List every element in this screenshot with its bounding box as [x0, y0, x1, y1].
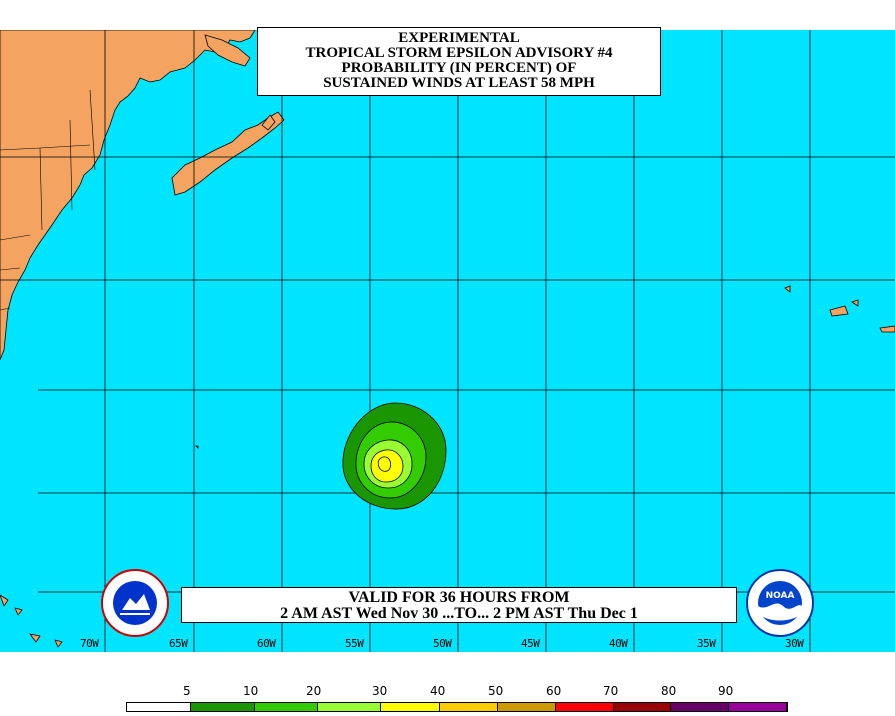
legend-swatch: [318, 703, 381, 711]
lat-lon-grid: [0, 30, 895, 652]
legend-swatch: [556, 703, 614, 711]
legend-value-40: 40: [430, 684, 446, 698]
contour-center: [377, 456, 391, 472]
lon-label-55w: 55W: [345, 637, 364, 650]
legend-value-80: 80: [661, 684, 677, 698]
title-line-4: SUSTAINED WINDS AT LEAST 58 MPH: [323, 75, 595, 91]
map-canvas: [0, 30, 895, 652]
title-line-3: PROBABILITY (IN PERCENT) OF: [341, 60, 577, 76]
lon-label-65w: 65W: [169, 637, 188, 650]
legend-swatch: [729, 703, 787, 711]
svg-text:NOAA: NOAA: [766, 591, 795, 601]
probability-contours: [342, 402, 447, 510]
land-newfoundland: [204, 34, 251, 67]
legend-value-10: 10: [243, 684, 259, 698]
land-nova-scotia: [171, 111, 285, 196]
title-box: EXPERIMENTAL TROPICAL STORM EPSILON ADVI…: [257, 27, 661, 96]
land-azores: [784, 285, 895, 333]
legend-color-bar: [126, 702, 788, 712]
legend-swatch: [127, 703, 191, 711]
title-line-2: TROPICAL STORM EPSILON ADVISORY #4: [305, 45, 613, 61]
legend-swatch: [255, 703, 318, 711]
valid-line-2: 2 AM AST Wed Nov 30 ...TO... 2 PM AST Th…: [280, 605, 638, 622]
legend-swatch: [381, 703, 440, 711]
legend-swatch: [671, 703, 729, 711]
land-caribbean: [0, 445, 199, 648]
nws-logo-icon: [100, 568, 170, 638]
lon-label-70w: 70W: [80, 637, 99, 650]
lon-label-45w: 45W: [521, 637, 540, 650]
lon-label-40w: 40W: [609, 637, 628, 650]
legend-value-60: 60: [546, 684, 562, 698]
land-north-america: [0, 30, 256, 361]
legend-value-50: 50: [488, 684, 504, 698]
lon-label-60w: 60W: [257, 637, 276, 650]
legend-swatch: [614, 703, 671, 711]
contour-30: [370, 449, 404, 483]
lon-label-30w: 30W: [785, 637, 804, 650]
title-line-1: EXPERIMENTAL: [398, 30, 520, 46]
valid-line-1: VALID FOR 36 HOURS FROM: [348, 589, 570, 606]
legend-swatch: [440, 703, 498, 711]
legend-swatch: [498, 703, 556, 711]
lon-label-50w: 50W: [433, 637, 452, 650]
map-area: [0, 30, 895, 652]
legend-value-70: 70: [603, 684, 619, 698]
noaa-logo-icon: NOAA: [745, 568, 815, 638]
legend-value-5: 5: [183, 684, 191, 698]
lon-label-35w: 35W: [697, 637, 716, 650]
legend-value-30: 30: [372, 684, 388, 698]
legend-value-90: 90: [718, 684, 734, 698]
legend-value-20: 20: [306, 684, 322, 698]
valid-time-box: VALID FOR 36 HOURS FROM 2 AM AST Wed Nov…: [181, 587, 737, 623]
legend-swatch: [191, 703, 255, 711]
land-cape-breton: [261, 114, 276, 131]
